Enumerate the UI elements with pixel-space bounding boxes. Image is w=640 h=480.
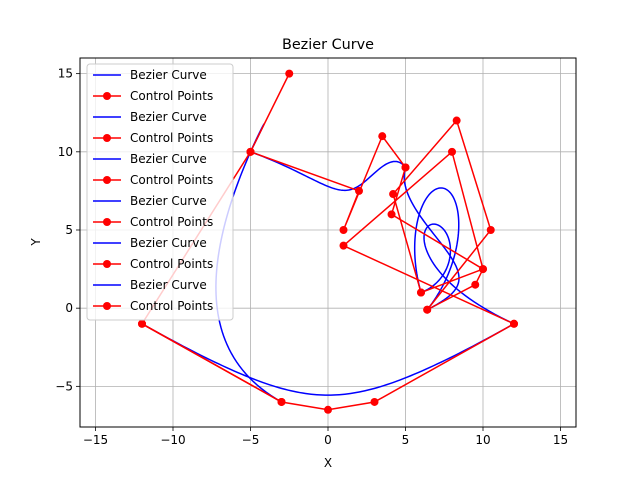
x-tick-label: 15 [553, 433, 568, 447]
y-axis-label: Y [29, 238, 43, 247]
control-point-marker [277, 397, 286, 406]
control-point-marker [401, 163, 410, 172]
control-point-marker [452, 116, 461, 125]
bezier-curve-line [413, 187, 460, 311]
x-axis-label: X [324, 456, 332, 470]
data-layer [138, 69, 518, 414]
legend-swatch-marker [103, 134, 111, 142]
control-point-marker [285, 69, 294, 78]
control-point-marker [378, 132, 387, 141]
bezier-curve-line [250, 151, 407, 192]
legend-label: Bezier Curve [130, 236, 207, 250]
bezier-curve-line [420, 223, 515, 325]
y-tick-label: 10 [58, 145, 73, 159]
legend-swatch-marker [103, 176, 111, 184]
x-tick-label: 0 [324, 433, 332, 447]
control-point-marker [423, 305, 432, 314]
x-tick-label: 10 [475, 433, 490, 447]
control-point-marker [471, 280, 480, 289]
control-point-marker [510, 319, 518, 328]
control-point-marker [479, 265, 487, 274]
control-point-marker [448, 147, 456, 156]
control-point-marker [138, 319, 146, 328]
legend-label: Control Points [130, 215, 213, 229]
x-tick-label: −15 [83, 433, 108, 447]
axis-ticks: −15 −10 −5 0 5 10 15 −5 0 5 10 15 [55, 67, 568, 447]
legend-box [86, 63, 234, 321]
legend-label: Bezier Curve [130, 68, 207, 82]
legend-label: Control Points [130, 131, 213, 145]
x-tick-label: −10 [160, 433, 185, 447]
grid [80, 58, 576, 427]
control-point-marker [387, 210, 396, 219]
legend-label: Bezier Curve [130, 278, 207, 292]
y-tick-label: −5 [55, 379, 73, 393]
control-point-marker [246, 147, 255, 156]
legend-label: Bezier Curve [130, 110, 207, 124]
legend-label: Bezier Curve [130, 194, 207, 208]
x-tick-label: −5 [242, 433, 260, 447]
legend-label: Bezier Curve [130, 152, 207, 166]
legend-label: Control Points [130, 299, 213, 313]
control-point-marker [370, 397, 379, 406]
y-tick-label: 0 [65, 301, 73, 315]
control-point-marker [417, 288, 425, 297]
control-point-marker [486, 225, 495, 234]
legend-swatch-marker [103, 260, 111, 268]
control-point-marker [339, 241, 348, 250]
chart-title: Bezier Curve [282, 37, 374, 53]
legend-swatch-marker [103, 92, 111, 100]
bezier-curve-line [403, 167, 460, 311]
legend-swatch-marker [103, 218, 111, 226]
legend-label: Control Points [130, 173, 213, 187]
control-point-marker [355, 186, 363, 195]
legend: Bezier Curve Control Points Bezier Curve Co… [86, 63, 234, 321]
y-tick-label: 5 [65, 223, 73, 237]
legend-swatch-marker [103, 302, 111, 310]
control-point-marker [339, 225, 348, 234]
bezier-curve-line [141, 323, 515, 396]
legend-label: Control Points [130, 257, 213, 271]
control-point-marker [389, 190, 398, 199]
y-tick-label: 15 [58, 67, 73, 81]
legend-label: Control Points [130, 89, 213, 103]
control-point-marker [324, 405, 332, 414]
x-tick-label: 5 [402, 433, 410, 447]
